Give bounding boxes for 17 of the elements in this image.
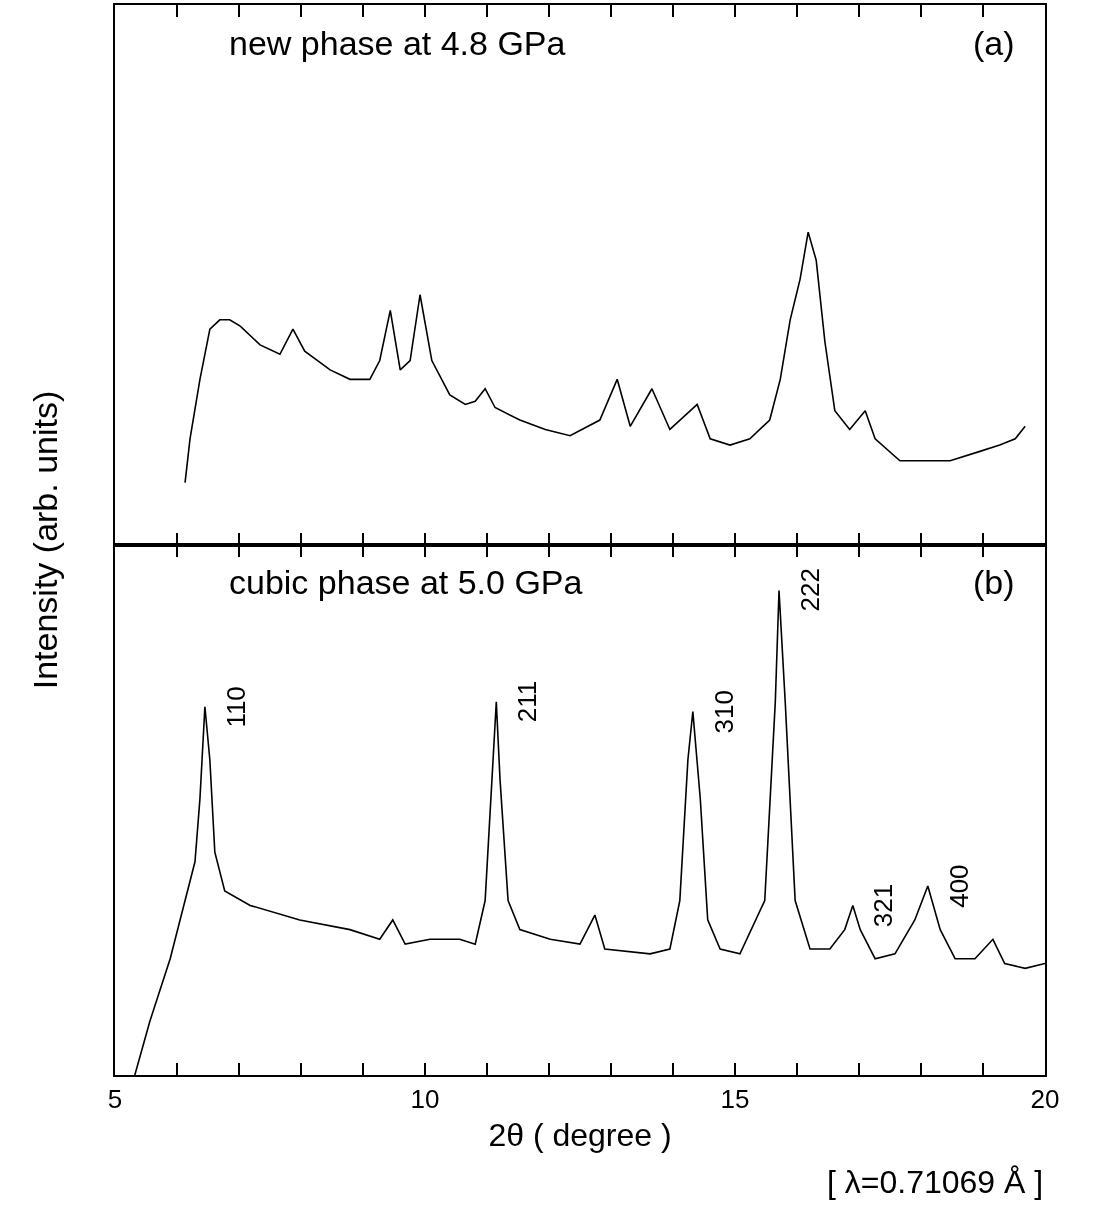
annotation: 321	[868, 883, 899, 928]
annotation: cubic phase at 5.0 GPa	[229, 563, 583, 601]
x-tick-label: 10	[410, 1084, 440, 1115]
y-axis-title: Intensity (arb. units)	[26, 390, 65, 690]
text: (a)	[973, 24, 1015, 62]
annotation: 400	[943, 864, 974, 908]
annotation: 310	[709, 690, 740, 734]
x-tick-label: 5	[107, 1084, 123, 1115]
annotation: 222	[794, 568, 825, 612]
annotation: (b)	[973, 563, 1015, 601]
x-axis-title: 2θ ( degree )	[488, 1116, 672, 1153]
x-tick-label: 15	[720, 1084, 750, 1115]
annotation: 211	[512, 680, 543, 723]
text: [ λ=0.71069 Å ]	[827, 1164, 1044, 1200]
text: new phase at 4.8 GPa	[229, 24, 566, 62]
x-tick-label: 20	[1030, 1084, 1060, 1115]
annotation: 110	[221, 686, 252, 728]
